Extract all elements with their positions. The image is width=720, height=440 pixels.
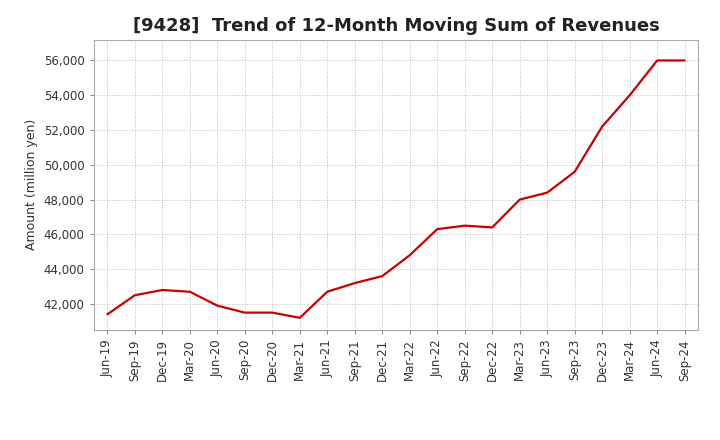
Y-axis label: Amount (million yen): Amount (million yen)	[25, 119, 38, 250]
Title: [9428]  Trend of 12-Month Moving Sum of Revenues: [9428] Trend of 12-Month Moving Sum of R…	[132, 17, 660, 35]
